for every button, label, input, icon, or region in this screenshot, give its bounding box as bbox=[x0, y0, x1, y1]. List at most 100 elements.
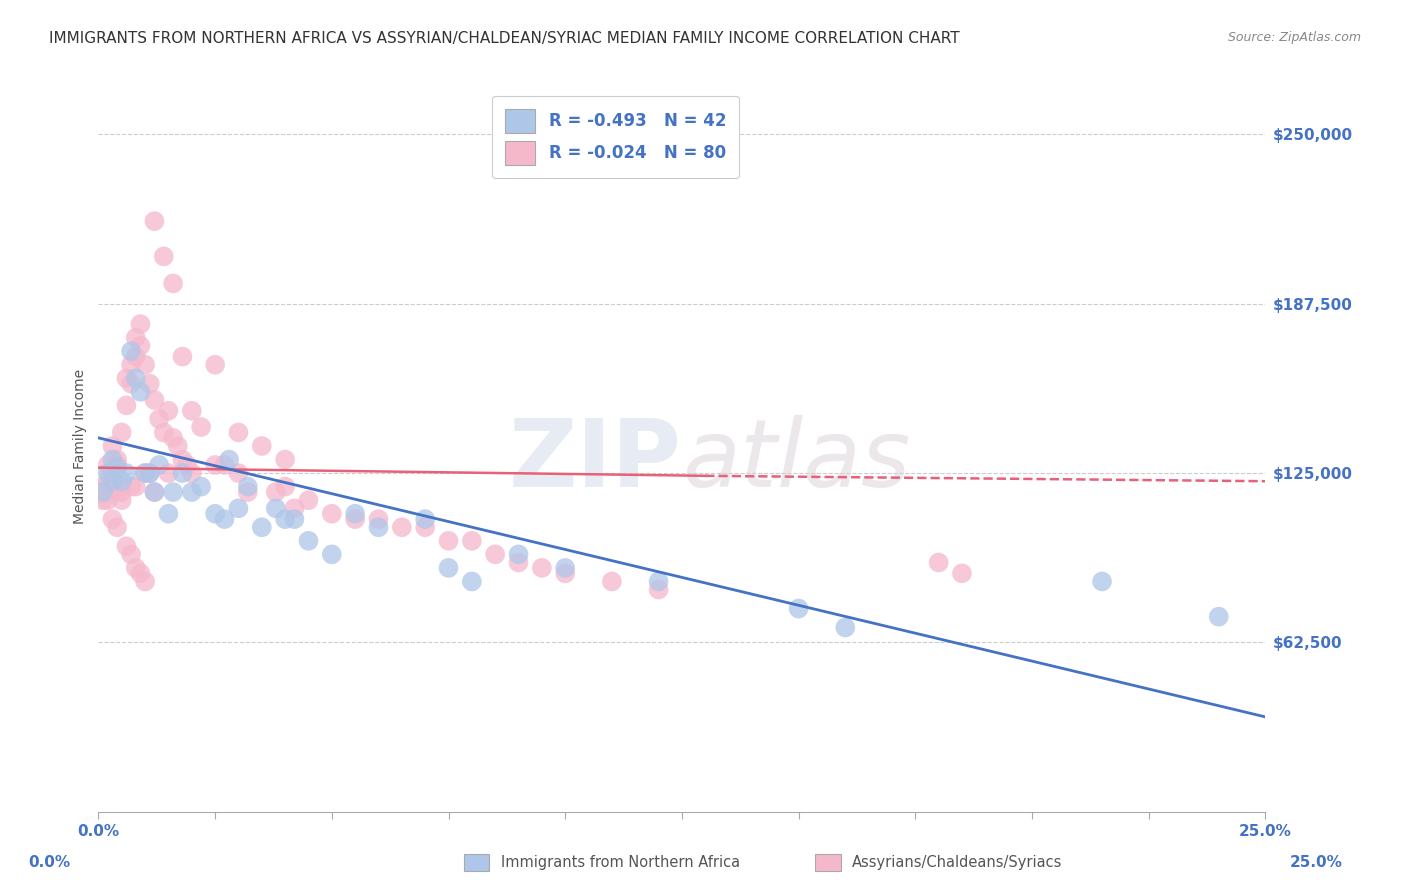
Point bbox=[950, 566, 973, 581]
Point bbox=[321, 507, 343, 521]
Point bbox=[134, 466, 156, 480]
Point bbox=[148, 412, 170, 426]
Point bbox=[180, 466, 202, 480]
Point bbox=[437, 533, 460, 548]
Point bbox=[134, 358, 156, 372]
Legend: R = -0.493   N = 42, R = -0.024   N = 80: R = -0.493 N = 42, R = -0.024 N = 80 bbox=[492, 96, 740, 178]
Point bbox=[120, 480, 142, 494]
Point bbox=[461, 574, 484, 589]
Point bbox=[143, 214, 166, 228]
Point bbox=[125, 561, 148, 575]
Point bbox=[105, 485, 128, 500]
Point bbox=[125, 350, 148, 364]
Point bbox=[1091, 574, 1114, 589]
Point bbox=[297, 533, 319, 548]
Point bbox=[236, 485, 259, 500]
Point bbox=[162, 431, 184, 445]
Point bbox=[228, 501, 250, 516]
Point bbox=[105, 458, 128, 472]
Point bbox=[91, 485, 114, 500]
Point bbox=[554, 566, 576, 581]
Point bbox=[115, 398, 138, 412]
Point bbox=[214, 512, 236, 526]
Point bbox=[97, 458, 120, 472]
Point bbox=[437, 561, 460, 575]
Point bbox=[264, 501, 287, 516]
Point bbox=[530, 561, 553, 575]
Text: ZIP: ZIP bbox=[509, 415, 682, 507]
Point bbox=[125, 371, 148, 385]
Point bbox=[115, 371, 138, 385]
Point bbox=[250, 520, 273, 534]
Point bbox=[274, 480, 297, 494]
Point bbox=[928, 556, 950, 570]
Point bbox=[413, 512, 436, 526]
Point bbox=[834, 620, 856, 634]
Point bbox=[228, 425, 250, 440]
Point bbox=[162, 277, 184, 291]
Point bbox=[120, 344, 142, 359]
Point bbox=[120, 358, 142, 372]
Point bbox=[190, 480, 212, 494]
Point bbox=[321, 547, 343, 561]
Point bbox=[508, 556, 530, 570]
Point bbox=[115, 466, 138, 480]
Point bbox=[111, 493, 134, 508]
Point bbox=[143, 392, 166, 407]
Point bbox=[101, 512, 124, 526]
Point bbox=[344, 512, 367, 526]
Point bbox=[111, 485, 134, 500]
Point bbox=[214, 458, 236, 472]
Point bbox=[101, 452, 124, 467]
Point bbox=[139, 466, 162, 480]
Point bbox=[180, 404, 202, 418]
Point bbox=[484, 547, 506, 561]
Point bbox=[647, 574, 669, 589]
Point bbox=[264, 485, 287, 500]
Text: Assyrians/Chaldeans/Syriacs: Assyrians/Chaldeans/Syriacs bbox=[852, 855, 1063, 870]
Point bbox=[105, 520, 128, 534]
Point bbox=[101, 466, 124, 480]
Point bbox=[111, 425, 134, 440]
Point bbox=[204, 507, 226, 521]
Point bbox=[129, 566, 152, 581]
Point bbox=[139, 376, 162, 391]
Point bbox=[274, 512, 297, 526]
Point bbox=[134, 574, 156, 589]
Point bbox=[97, 493, 120, 508]
Point bbox=[250, 439, 273, 453]
Point bbox=[204, 358, 226, 372]
Y-axis label: Median Family Income: Median Family Income bbox=[73, 368, 87, 524]
Point bbox=[120, 376, 142, 391]
Point bbox=[218, 452, 240, 467]
Point bbox=[101, 474, 124, 488]
Point bbox=[105, 452, 128, 467]
Point bbox=[344, 507, 367, 521]
Point bbox=[508, 547, 530, 561]
Point bbox=[228, 466, 250, 480]
Point bbox=[172, 466, 194, 480]
Point bbox=[129, 317, 152, 331]
Point bbox=[172, 452, 194, 467]
Point bbox=[647, 582, 669, 597]
Point bbox=[97, 466, 120, 480]
Point bbox=[91, 493, 114, 508]
Point bbox=[554, 561, 576, 575]
Point bbox=[139, 466, 162, 480]
Point bbox=[129, 339, 152, 353]
Point bbox=[413, 520, 436, 534]
Point bbox=[283, 501, 305, 516]
Point bbox=[125, 480, 148, 494]
Point bbox=[367, 520, 389, 534]
Point bbox=[1208, 609, 1230, 624]
Point bbox=[91, 480, 114, 494]
Text: atlas: atlas bbox=[682, 415, 910, 506]
Point bbox=[105, 460, 128, 475]
Point bbox=[143, 485, 166, 500]
Point bbox=[190, 420, 212, 434]
Point bbox=[166, 439, 188, 453]
Point bbox=[111, 474, 134, 488]
Text: 0.0%: 0.0% bbox=[28, 855, 70, 870]
Point bbox=[176, 458, 198, 472]
Point bbox=[148, 458, 170, 472]
